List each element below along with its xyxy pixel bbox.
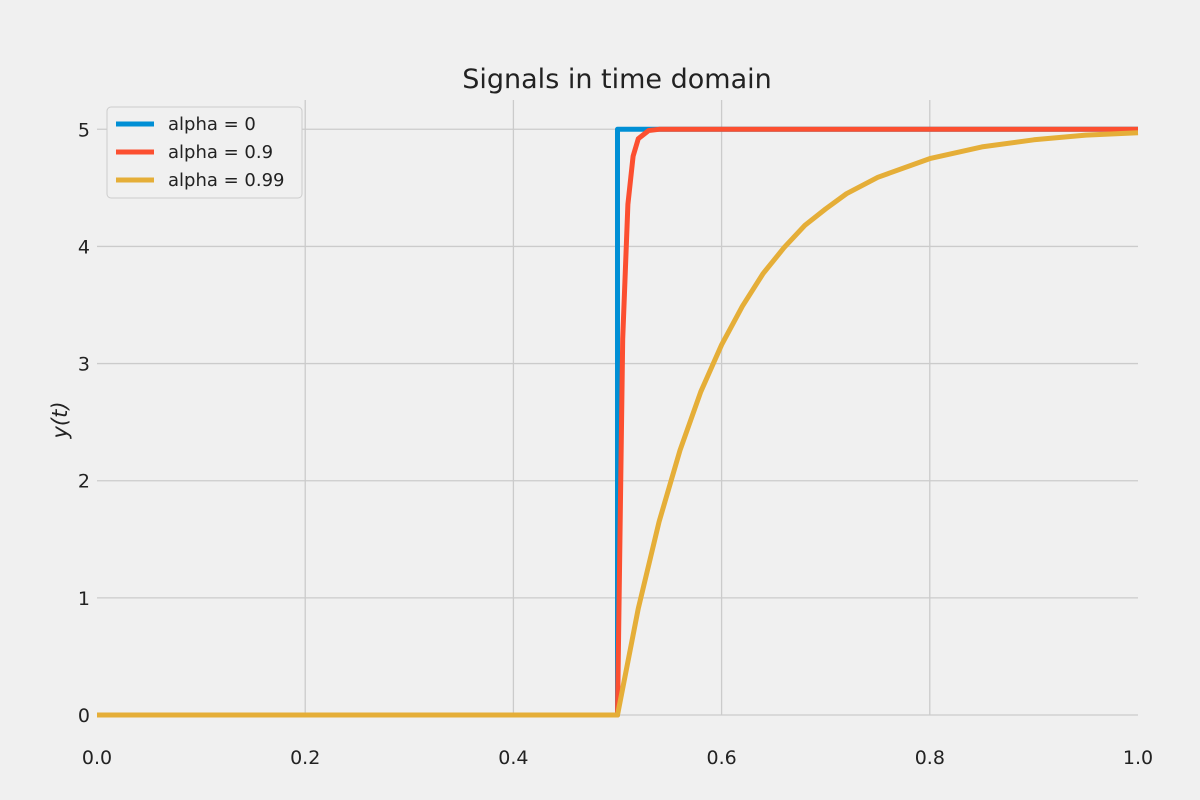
y-tick-label: 5 [78,119,90,141]
x-tick-label: 0.6 [706,747,736,769]
legend-box [106,106,303,199]
y-tick-label: 0 [78,705,90,727]
y-tick-label: 4 [78,236,90,258]
x-tick-labels: 0.0 0.2 0.4 0.6 0.8 1.0 [82,747,1153,769]
legend: alpha = 0 alpha = 0.9 alpha = 0.99 [106,106,303,199]
series-line-1 [97,126,1138,718]
x-tick-label: 0.4 [498,747,528,769]
series-line-2 [97,130,1139,718]
legend-items: alpha = 0 alpha = 0.9 alpha = 0.99 [116,114,285,191]
chart-title: Signals in time domain [462,64,772,95]
y-axis-label: y(t) [48,401,72,439]
legend-label: alpha = 0.9 [168,142,273,163]
y-tick-label: 2 [78,471,90,493]
x-tick-label: 0.0 [82,747,112,769]
series-lines [97,126,1139,718]
legend-label: alpha = 0.99 [168,170,285,191]
x-tick-label: 0.8 [915,747,945,769]
y-tick-labels: 0 1 2 3 4 5 [78,119,90,727]
y-tick-label: 1 [78,588,90,610]
x-tick-label: 1.0 [1123,747,1153,769]
legend-label: alpha = 0 [168,114,256,135]
x-tick-label: 0.2 [290,747,320,769]
y-tick-label: 3 [78,354,90,376]
